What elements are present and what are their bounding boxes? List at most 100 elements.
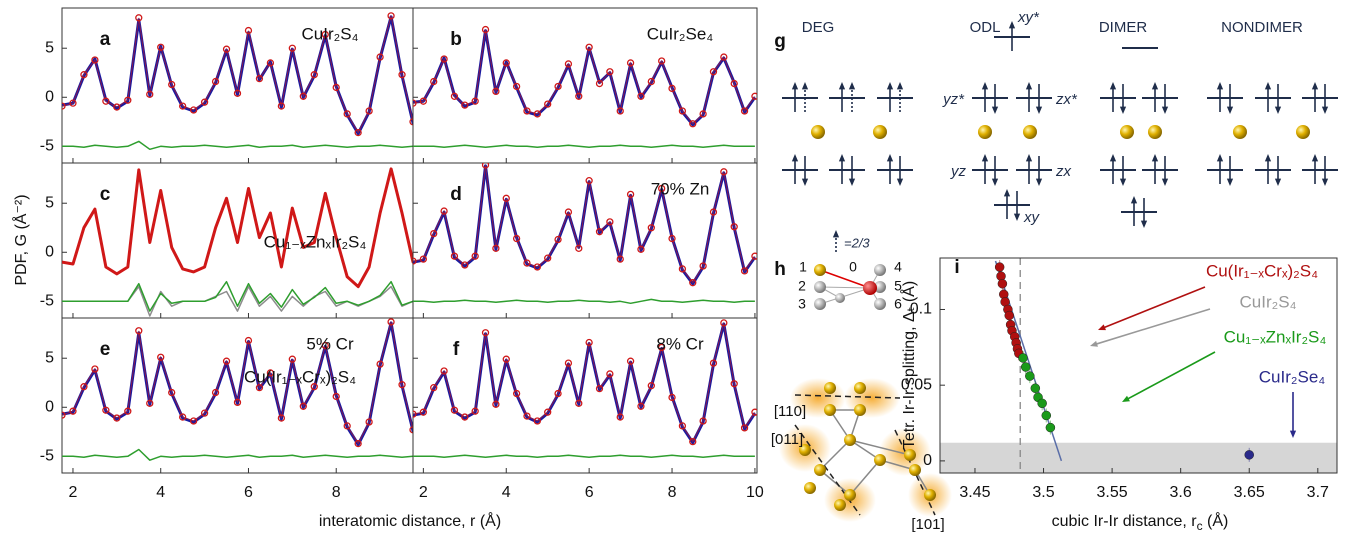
fit-marker — [709, 68, 718, 76]
x-axis-label: cubic Ir-Ir distance, rc (Å) — [1052, 511, 1229, 533]
fit-marker — [299, 92, 307, 100]
fit-marker — [430, 229, 438, 238]
arrow-head — [896, 178, 904, 186]
arrow-head — [1122, 395, 1130, 402]
y-tick-label: 0 — [45, 398, 54, 415]
fit-marker — [554, 82, 562, 91]
fit-marker — [647, 77, 655, 86]
arrow-head — [1098, 324, 1106, 331]
fit-marker — [544, 100, 552, 108]
fit-marker — [740, 424, 749, 432]
y-tick-label: 0 — [45, 88, 54, 105]
fit-marker — [419, 255, 428, 263]
point — [997, 278, 1008, 289]
annotation: Cu₁₋ₓZnₓIr₂S₄ — [264, 232, 367, 251]
fit-marker — [461, 413, 469, 421]
fit-marker — [266, 59, 275, 67]
fit-marker — [179, 413, 187, 421]
x-tick-label: 3.65 — [1234, 484, 1265, 501]
fit-marker — [658, 343, 666, 352]
arrow-head — [1264, 154, 1272, 162]
plot-area — [413, 25, 757, 149]
fit-marker — [637, 245, 645, 253]
arrow-head — [848, 82, 856, 90]
y-tick-label: -5 — [40, 448, 54, 465]
orbital-label: yz* — [942, 91, 965, 108]
fit-marker — [730, 380, 738, 388]
fit-marker — [689, 120, 697, 128]
fit-marker — [564, 60, 573, 68]
fit-marker — [440, 367, 448, 375]
panel-letter: c — [100, 184, 111, 205]
arrow-head — [1161, 178, 1169, 186]
fit-marker — [321, 30, 329, 39]
fit-line — [413, 322, 756, 443]
fit-marker — [343, 110, 351, 118]
annotation: 70% Zn — [651, 179, 710, 198]
fit-marker — [585, 338, 593, 347]
point — [1045, 422, 1056, 433]
x-tick-label: 3.6 — [1170, 484, 1192, 501]
fit-marker — [668, 393, 676, 402]
fit-marker — [533, 263, 541, 271]
x-tick-label: 3.7 — [1307, 484, 1329, 501]
fit-marker — [266, 369, 275, 377]
fit-marker — [751, 408, 757, 416]
fit-marker — [102, 97, 110, 105]
arrow — [1101, 286, 1206, 330]
atom-label: 2 — [798, 278, 806, 294]
arrow-head — [801, 82, 809, 90]
x-tick-label: 4 — [502, 484, 511, 501]
fit-marker — [222, 357, 231, 365]
y-tick-label: 0 — [923, 452, 932, 469]
atom-label: 1 — [799, 259, 807, 275]
fit-marker — [376, 360, 384, 368]
fit-marker — [255, 74, 264, 83]
fit-marker — [699, 110, 707, 118]
fit-marker — [398, 71, 406, 79]
panel-letter: e — [100, 339, 111, 360]
y-tick-label: 5 — [45, 349, 54, 366]
atom — [1023, 125, 1037, 139]
fit-marker — [255, 384, 264, 392]
arrow-head — [838, 154, 846, 162]
y-tick-label: 0.05 — [901, 376, 932, 393]
fit-marker — [575, 92, 583, 100]
fit-marker — [461, 261, 469, 269]
fit-marker — [179, 102, 187, 110]
fit-marker — [647, 382, 655, 390]
fit-marker — [668, 84, 676, 93]
arrow-head — [1090, 340, 1098, 347]
fit-marker — [189, 417, 198, 425]
fit-marker — [720, 168, 728, 176]
annotation: 5% Cr — [306, 334, 354, 353]
x-axis-label-part: c — [1197, 519, 1203, 533]
fit-marker — [606, 218, 614, 226]
fit-marker — [398, 381, 406, 389]
fit-marker — [740, 267, 749, 275]
crystal-illustration — [779, 378, 952, 522]
fit-marker — [365, 418, 373, 426]
fit-marker — [211, 77, 220, 86]
arrow-head — [1119, 178, 1127, 186]
fit-marker — [512, 234, 521, 243]
fit-marker — [91, 56, 99, 64]
fit-marker — [626, 59, 635, 67]
fit-marker — [233, 89, 242, 97]
fit-marker — [440, 207, 448, 215]
fit-marker — [658, 57, 666, 65]
arrow-head — [1274, 178, 1282, 186]
fit-marker — [277, 102, 286, 110]
y-tick-label: 5 — [45, 194, 54, 211]
point — [1004, 310, 1015, 321]
fit-marker — [288, 44, 296, 52]
legend-text: =2/3 — [844, 235, 870, 250]
fit-marker — [419, 408, 428, 416]
fit-marker — [288, 355, 296, 363]
y-axis-label: PDF, G (Å⁻²) — [11, 194, 30, 285]
plot-area — [413, 319, 757, 459]
plot-area — [940, 258, 1337, 473]
y-tick-label: 5 — [45, 39, 54, 56]
x-tick-label: 3.45 — [959, 484, 990, 501]
